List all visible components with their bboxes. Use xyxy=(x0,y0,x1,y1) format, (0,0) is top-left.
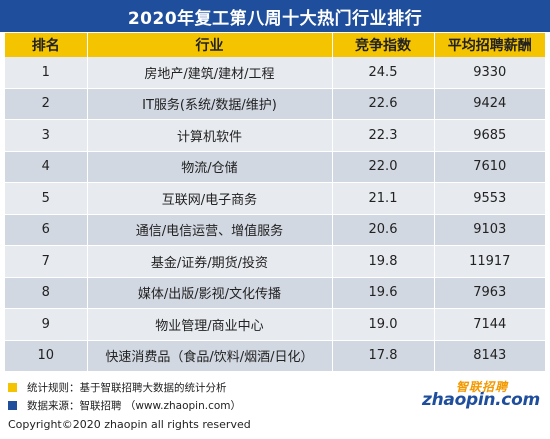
cell-salary: 9553 xyxy=(434,182,545,215)
cell-salary: 9424 xyxy=(434,88,545,120)
industry-ranking-table: 排名 行业 竞争指数 平均招聘薪酬 1 房地产/建筑/建材/工程 24.5 93… xyxy=(5,33,545,372)
blue-square-icon xyxy=(8,400,17,410)
cell-rank: 8 xyxy=(5,277,88,309)
cell-rank: 2 xyxy=(5,88,88,120)
page-title: 2020年复工第八周十大热门行业排行 xyxy=(0,0,550,32)
cell-rank: 5 xyxy=(5,182,88,215)
cell-salary: 7963 xyxy=(434,277,545,309)
cell-rank: 3 xyxy=(5,119,88,152)
cell-salary: 9330 xyxy=(434,57,545,89)
cell-industry: 计算机软件 xyxy=(87,119,333,152)
note-text: 统计规则：基于智联招聘大数据的统计分析 xyxy=(27,381,227,394)
cell-industry: 房地产/建筑/建材/工程 xyxy=(87,57,333,89)
cell-competition: 17.8 xyxy=(332,340,435,372)
header-competition-index: 竞争指数 xyxy=(332,33,435,57)
table-row: 4 物流/仓储 22.0 7610 xyxy=(5,151,545,183)
table-row: 5 互联网/电子商务 21.1 9553 xyxy=(5,182,545,215)
cell-rank: 10 xyxy=(5,340,88,372)
cell-competition: 22.0 xyxy=(332,151,435,183)
cell-rank: 6 xyxy=(5,214,88,246)
cell-competition: 21.1 xyxy=(332,182,435,215)
cell-rank: 1 xyxy=(5,57,88,89)
cell-salary: 8143 xyxy=(434,340,545,372)
cell-competition: 24.5 xyxy=(332,57,435,89)
table-header-row: 排名 行业 竞争指数 平均招聘薪酬 xyxy=(5,33,545,57)
table-row: 6 通信/电信运营、增值服务 20.6 9103 xyxy=(5,214,545,246)
cell-competition: 19.0 xyxy=(332,308,435,341)
cell-rank: 7 xyxy=(5,245,88,278)
cell-industry: 通信/电信运营、增值服务 xyxy=(87,214,333,246)
cell-salary: 7610 xyxy=(434,151,545,183)
cell-industry: IT服务(系统/数据/维护) xyxy=(87,88,333,120)
table-row: 3 计算机软件 22.3 9685 xyxy=(5,119,545,152)
cell-rank: 9 xyxy=(5,308,88,341)
cell-rank: 4 xyxy=(5,151,88,183)
table-row: 1 房地产/建筑/建材/工程 24.5 9330 xyxy=(5,57,545,89)
cell-competition: 22.3 xyxy=(332,119,435,152)
cell-competition: 22.6 xyxy=(332,88,435,120)
cell-salary: 9103 xyxy=(434,214,545,246)
note-statistics-rule: 统计规则：基于智联招聘大数据的统计分析 xyxy=(8,378,241,396)
header-average-salary: 平均招聘薪酬 xyxy=(434,33,545,57)
cell-competition: 19.6 xyxy=(332,277,435,309)
cell-competition: 20.6 xyxy=(332,214,435,246)
zhaopin-logo: 智联招聘 zhaopin.com xyxy=(422,380,542,414)
cell-industry: 快速消费品（食品/饮料/烟酒/日化） xyxy=(87,340,333,372)
footnotes: 统计规则：基于智联招聘大数据的统计分析 数据来源：智联招聘 （www.zhaop… xyxy=(8,378,241,414)
yellow-square-icon xyxy=(8,382,17,392)
cell-salary: 7144 xyxy=(434,308,545,341)
cell-salary: 9685 xyxy=(434,119,545,152)
table-row: 7 基金/证券/期货/投资 19.8 11917 xyxy=(5,245,545,278)
copyright-text: Copyright©2020 zhaopin all rights reserv… xyxy=(8,418,251,431)
table-row: 10 快速消费品（食品/饮料/烟酒/日化） 17.8 8143 xyxy=(5,340,545,372)
cell-competition: 19.8 xyxy=(332,245,435,278)
header-rank: 排名 xyxy=(5,33,88,57)
table-row: 2 IT服务(系统/数据/维护) 22.6 9424 xyxy=(5,88,545,120)
cell-industry: 基金/证券/期货/投资 xyxy=(87,245,333,278)
note-data-source: 数据来源：智联招聘 （www.zhaopin.com） xyxy=(8,396,241,414)
table-row: 8 媒体/出版/影视/文化传播 19.6 7963 xyxy=(5,277,545,309)
header-industry: 行业 xyxy=(87,33,333,57)
table-row: 9 物业管理/商业中心 19.0 7144 xyxy=(5,308,545,341)
cell-salary: 11917 xyxy=(434,245,545,278)
cell-industry: 互联网/电子商务 xyxy=(87,182,333,215)
cell-industry: 媒体/出版/影视/文化传播 xyxy=(87,277,333,309)
logo-chinese-text: 智联招聘 xyxy=(456,380,509,394)
logo-english-text: zhaopin.com xyxy=(422,390,540,410)
note-text: 数据来源：智联招聘 （www.zhaopin.com） xyxy=(27,399,241,412)
cell-industry: 物业管理/商业中心 xyxy=(87,308,333,341)
cell-industry: 物流/仓储 xyxy=(87,151,333,183)
